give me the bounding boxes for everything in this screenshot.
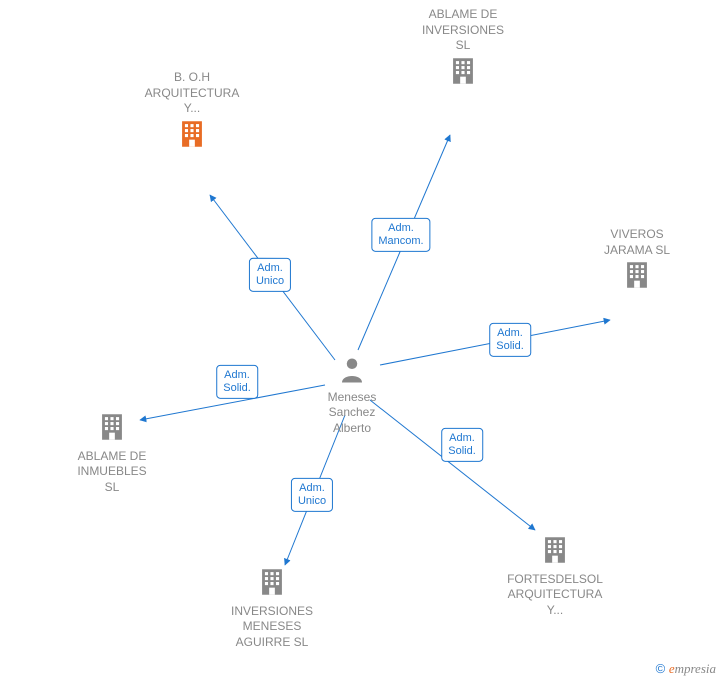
- company-node-fortes[interactable]: FORTESDELSOL ARQUITECTURA Y...: [495, 533, 615, 618]
- footer-attribution: © empresia: [656, 661, 716, 677]
- center-person-node[interactable]: Meneses Sanchez Alberto: [292, 355, 412, 436]
- building-icon: [538, 533, 572, 567]
- center-person-label: Meneses Sanchez Alberto: [292, 390, 412, 437]
- building-icon: [175, 117, 209, 151]
- company-label: B. O.H ARQUITECTURA Y...: [132, 70, 252, 117]
- building-icon: [620, 258, 654, 292]
- company-node-inv_meneses[interactable]: INVERSIONES MENESES AGUIRRE SL: [212, 565, 332, 650]
- company-label: ABLAME DE INVERSIONES SL: [403, 7, 523, 54]
- company-label: ABLAME DE INMUEBLES SL: [52, 449, 172, 496]
- company-node-viveros[interactable]: VIVEROS JARAMA SL: [577, 227, 697, 297]
- company-label: VIVEROS JARAMA SL: [577, 227, 697, 258]
- edges-layer: [0, 0, 728, 685]
- edge-label: Adm.Unico: [291, 478, 333, 512]
- edge-label: Adm.Solid.: [441, 428, 483, 462]
- company-node-boh[interactable]: B. O.H ARQUITECTURA Y...: [132, 70, 252, 155]
- edge-label: Adm.Unico: [249, 258, 291, 292]
- building-icon: [446, 54, 480, 88]
- brand-rest: mpresia: [675, 661, 716, 676]
- company-node-ablame_inm[interactable]: ABLAME DE INMUEBLES SL: [52, 410, 172, 495]
- company-label: INVERSIONES MENESES AGUIRRE SL: [212, 604, 332, 651]
- company-label: FORTESDELSOL ARQUITECTURA Y...: [495, 572, 615, 619]
- copyright-symbol: ©: [656, 661, 666, 676]
- building-icon: [255, 565, 289, 599]
- edge-label: Adm.Solid.: [216, 365, 258, 399]
- building-icon: [95, 410, 129, 444]
- company-node-ablame_inv[interactable]: ABLAME DE INVERSIONES SL: [403, 7, 523, 92]
- edge-label: Adm.Solid.: [489, 323, 531, 357]
- edge-label: Adm.Mancom.: [371, 218, 430, 252]
- person-icon: [337, 355, 367, 385]
